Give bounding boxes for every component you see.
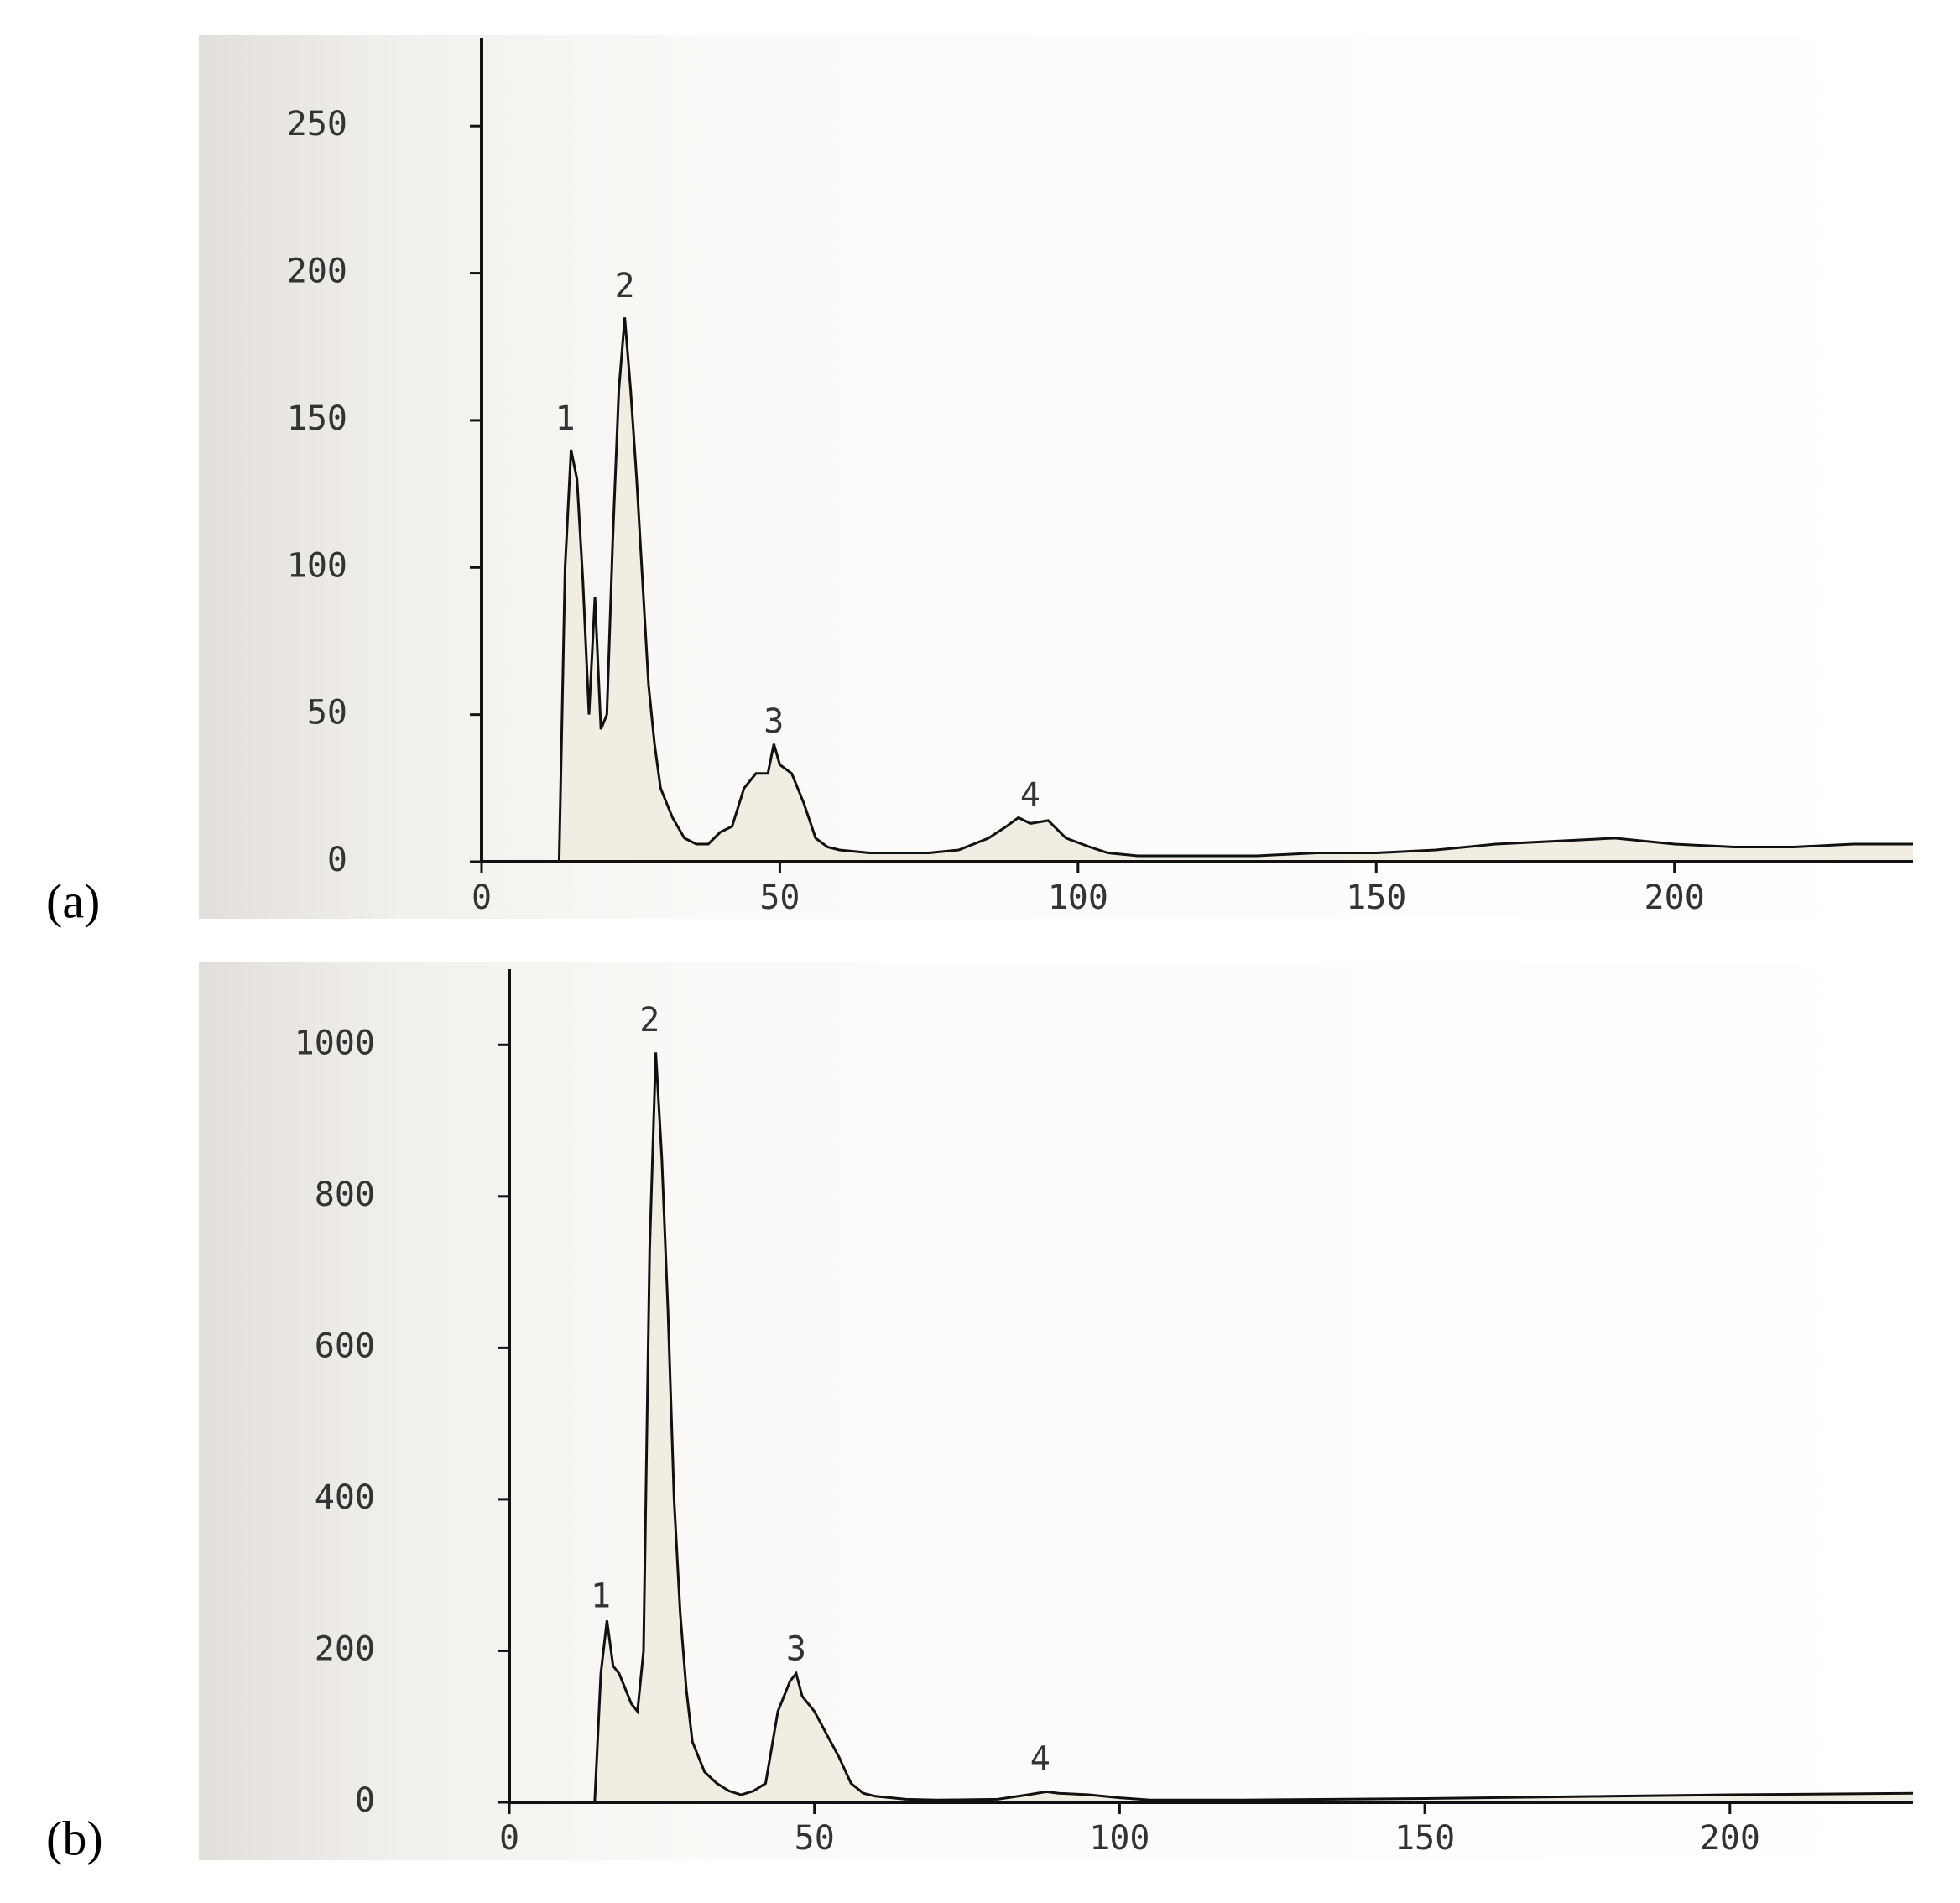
panel-background [199,35,1913,919]
x-tick-label: 50 [759,879,800,917]
y-tick-label: 100 [287,546,347,585]
y-tick-label: 250 [287,105,347,143]
x-tick-label: 50 [795,1819,835,1858]
y-tick-label: 1000 [295,1024,375,1062]
peak-label: 3 [786,1629,806,1668]
panel-label: (a) [46,873,100,928]
y-tick-label: 600 [315,1327,375,1365]
x-tick-label: 0 [472,879,492,917]
peak-label: 2 [615,267,635,305]
histogram-line [509,1052,1914,1804]
y-tick-label: 200 [315,1629,375,1668]
panel-label: (b) [46,1811,103,1865]
x-tick-label: 100 [1048,879,1108,917]
histogram-area [482,317,1913,862]
x-tick-label: 200 [1700,1819,1760,1858]
y-tick-label: 150 [287,399,347,438]
x-tick-label: 0 [499,1819,519,1858]
y-tick-label: 400 [315,1478,375,1517]
y-tick-label: 200 [287,253,347,291]
x-tick-label: 150 [1394,1819,1455,1858]
peak-label: 3 [764,702,784,741]
histogram-line [482,317,1913,863]
peak-label: 1 [555,399,575,438]
x-tick-label: 150 [1346,879,1406,917]
peak-label: 1 [591,1577,611,1615]
x-tick-label: 200 [1645,879,1705,917]
peak-label: 4 [1020,776,1040,815]
panel-background [199,962,1913,1860]
x-tick-label: 100 [1089,1819,1149,1858]
y-tick-label: 50 [307,694,347,733]
peak-label: 2 [639,1001,659,1040]
peak-label: 4 [1030,1739,1050,1778]
y-tick-label: 0 [355,1781,375,1820]
y-tick-label: 0 [327,841,347,879]
y-tick-label: 800 [315,1176,375,1214]
histogram-area [509,1052,1913,1802]
